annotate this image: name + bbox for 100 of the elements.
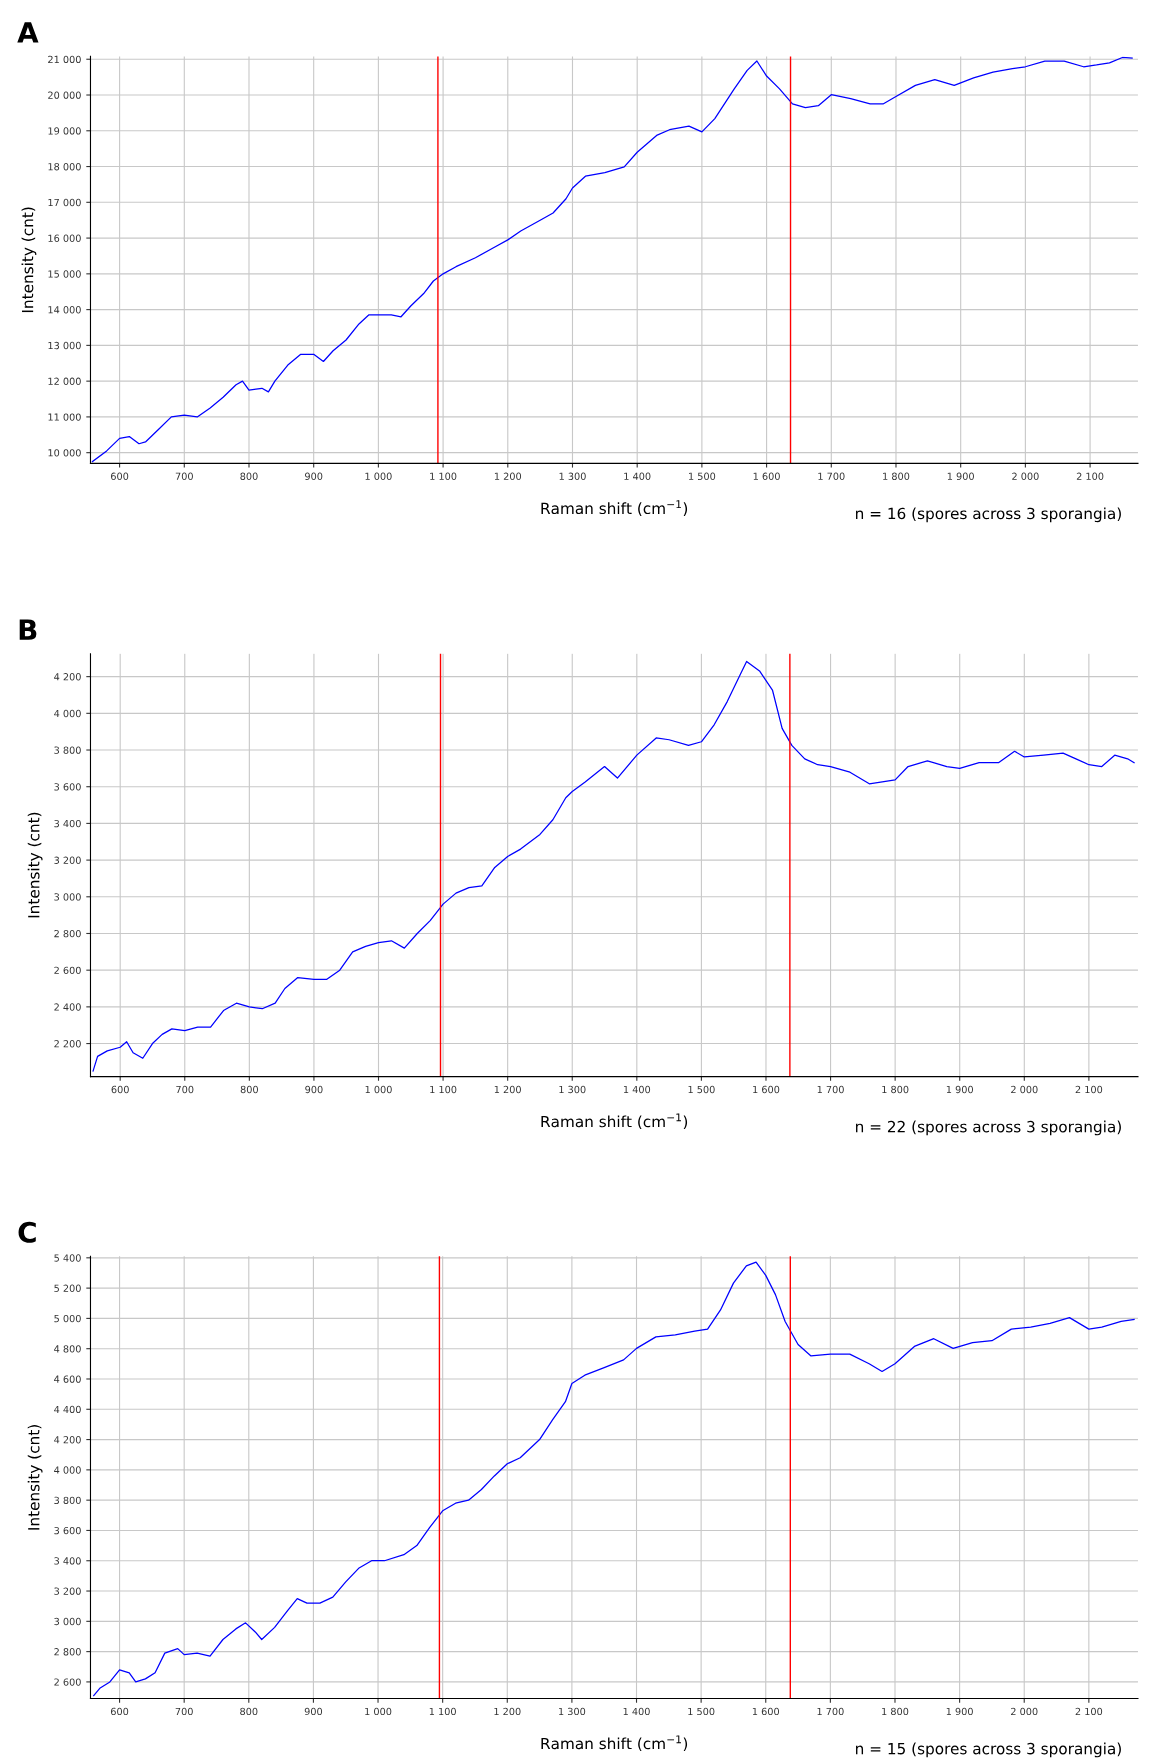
chart-title: B bbox=[19, 619, 37, 640]
x-tick-label: 1 700 bbox=[818, 472, 845, 480]
x-tick-label: 1 400 bbox=[623, 1707, 650, 1716]
x-tick-label: 1 000 bbox=[365, 472, 392, 480]
y-tick-label: 2 400 bbox=[54, 1003, 81, 1011]
x-axis-title: Raman shift (cm$^{−1}$) bbox=[541, 500, 688, 516]
x-tick-label: 800 bbox=[240, 472, 258, 480]
y-tick-label: 18 000 bbox=[48, 163, 81, 171]
y-tick-label: 13 000 bbox=[48, 341, 81, 350]
x-tick-label: 2 100 bbox=[1076, 472, 1104, 480]
y-tick-label: 3 600 bbox=[54, 783, 81, 791]
y-tick-label: 11 000 bbox=[48, 413, 81, 421]
x-tick-label: 1 200 bbox=[494, 1707, 521, 1716]
y-tick-label: 10 000 bbox=[48, 449, 81, 457]
x-tick-label: 700 bbox=[175, 472, 193, 480]
x-tick-label: 700 bbox=[175, 1707, 193, 1716]
text: n = 22 (spores across 3 sporangia) bbox=[856, 1120, 1121, 1136]
y-tick-label: 5 000 bbox=[54, 1314, 81, 1323]
x-tick-label: 2 000 bbox=[1012, 472, 1039, 480]
x-tick-label: 1 100 bbox=[429, 1707, 456, 1716]
y-tick-label: 2 600 bbox=[54, 1678, 81, 1686]
x-tick-label: 1 800 bbox=[882, 1707, 909, 1716]
text: n = 15 (spores across 3 sporangia) bbox=[856, 1742, 1121, 1758]
x-tick-label: 1 300 bbox=[559, 1707, 586, 1716]
x-tick-label: 600 bbox=[110, 1707, 129, 1716]
x-tick-label: 900 bbox=[304, 1707, 323, 1716]
x-tick-label: 1 900 bbox=[947, 472, 974, 480]
y-tick-label: 14 000 bbox=[48, 306, 81, 314]
y-tick-label: 4 600 bbox=[54, 1375, 81, 1383]
y-tick-label: 3 800 bbox=[54, 1496, 81, 1504]
y-tick-label: 4 000 bbox=[54, 709, 81, 718]
y-tick-label: 2 800 bbox=[54, 1648, 81, 1656]
x-tick-label: 1 300 bbox=[559, 472, 586, 480]
x-tick-label: 1 500 bbox=[688, 1707, 715, 1716]
x-tick-label: 1 900 bbox=[946, 1085, 973, 1094]
y-tick-label: 4 000 bbox=[54, 1466, 81, 1474]
x-tick-label: 1 000 bbox=[365, 1707, 392, 1716]
x-tick-label: 2 100 bbox=[1075, 1085, 1103, 1094]
y-tick-label: 20 000 bbox=[48, 91, 81, 99]
x-tick-label: 1 300 bbox=[559, 1085, 586, 1094]
y-tick-label: 3 200 bbox=[54, 1587, 81, 1595]
x-tick-label: 900 bbox=[305, 1085, 323, 1094]
x-tick-label: 2 000 bbox=[1011, 1085, 1038, 1094]
line-series bbox=[92, 660, 1135, 1072]
y-tick-label: 16 000 bbox=[48, 234, 81, 242]
x-tick-label: 2 100 bbox=[1075, 1707, 1103, 1716]
y-axis-title: Intensity (cnt) bbox=[21, 207, 37, 313]
y-tick-label: 17 000 bbox=[48, 198, 81, 207]
x-tick-label: 1 400 bbox=[624, 472, 651, 480]
x-axis-title: Raman shift (cm$^{−1}$) bbox=[541, 1735, 688, 1752]
x-tick-label: 1 400 bbox=[623, 1085, 651, 1094]
line-series bbox=[93, 1261, 1135, 1697]
x-tick-label: 1 200 bbox=[494, 472, 522, 480]
y-tick-label: 5 400 bbox=[54, 1254, 81, 1262]
x-tick-label: 1 800 bbox=[882, 1085, 909, 1094]
y-tick-label: 2 200 bbox=[54, 1040, 81, 1048]
x-tick-label: 2 000 bbox=[1011, 1707, 1038, 1716]
x-tick-label: 1 600 bbox=[752, 1707, 780, 1716]
x-tick-label: 1 800 bbox=[883, 472, 910, 480]
y-tick-label: 4 200 bbox=[54, 673, 81, 681]
x-tick-label: 800 bbox=[240, 1085, 258, 1094]
chart-title: C bbox=[18, 1221, 36, 1243]
y-tick-label: 15 000 bbox=[48, 270, 81, 278]
y-tick-label: 3 000 bbox=[54, 893, 81, 901]
y-tick-label: 3 400 bbox=[54, 1557, 81, 1565]
y-tick-label: 3 000 bbox=[54, 1617, 81, 1626]
x-tick-label: 600 bbox=[111, 472, 129, 480]
x-tick-label: 900 bbox=[305, 472, 323, 480]
y-tick-label: 4 400 bbox=[54, 1405, 81, 1414]
y-tick-label: 12 000 bbox=[48, 377, 81, 385]
y-tick-label: 2 800 bbox=[54, 929, 81, 938]
x-tick-label: 1 600 bbox=[753, 472, 780, 480]
x-tick-label: 1 200 bbox=[494, 1085, 521, 1094]
chart-title: A bbox=[17, 22, 39, 43]
line-series bbox=[91, 56, 1133, 463]
x-tick-label: 800 bbox=[240, 1707, 258, 1716]
x-tick-label: 1 500 bbox=[688, 1085, 715, 1094]
y-tick-label: 3 200 bbox=[54, 856, 81, 864]
y-tick-label: 19 000 bbox=[48, 127, 81, 135]
x-tick-label: 1 900 bbox=[946, 1707, 973, 1716]
x-tick-label: 1 500 bbox=[689, 472, 716, 480]
x-tick-label: 600 bbox=[111, 1085, 129, 1094]
y-axis-title: Intensity (cnt) bbox=[27, 812, 43, 918]
x-tick-label: 1 600 bbox=[753, 1085, 780, 1094]
y-tick-label: 5 200 bbox=[54, 1284, 81, 1292]
text: n = 16 (spores across 3 sporangia) bbox=[856, 507, 1121, 523]
x-tick-label: 700 bbox=[176, 1085, 194, 1094]
y-tick-label: 3 400 bbox=[54, 819, 81, 828]
x-tick-label: 1 100 bbox=[430, 1085, 457, 1094]
y-tick-label: 3 600 bbox=[54, 1526, 81, 1535]
y-tick-label: 4 200 bbox=[54, 1436, 81, 1444]
y-tick-label: 2 600 bbox=[54, 966, 81, 975]
y-tick-label: 21 000 bbox=[48, 55, 81, 64]
x-axis-title: Raman shift (cm$^{−1}$) bbox=[541, 1113, 688, 1130]
y-tick-label: 3 800 bbox=[54, 746, 81, 754]
y-tick-label: 4 800 bbox=[54, 1345, 81, 1353]
y-axis-title: Intensity (cnt) bbox=[27, 1425, 43, 1530]
x-tick-label: 1 100 bbox=[430, 472, 457, 480]
x-tick-label: 1 700 bbox=[817, 1085, 844, 1094]
x-tick-label: 1 700 bbox=[817, 1707, 844, 1716]
